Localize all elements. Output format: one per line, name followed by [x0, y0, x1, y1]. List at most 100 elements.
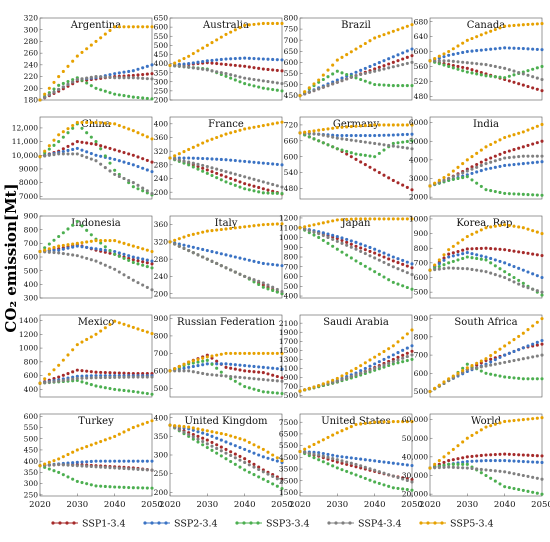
data-point [210, 173, 214, 178]
data-point [373, 247, 377, 251]
data-point [340, 241, 344, 245]
data-point [401, 123, 405, 127]
data-point [127, 389, 131, 393]
data-point [475, 366, 479, 370]
data-point [298, 131, 302, 135]
data-point [475, 62, 479, 66]
data-point [396, 141, 400, 145]
data-point [498, 361, 502, 365]
data-point [335, 460, 339, 464]
data-point [145, 25, 149, 29]
y-tick-label: 50,000 [402, 434, 428, 443]
data-point [437, 383, 441, 387]
data-point [191, 161, 195, 165]
data-point [196, 253, 200, 257]
data-point [61, 243, 65, 247]
data-point [113, 249, 117, 254]
data-point [512, 155, 516, 159]
data-point [507, 192, 511, 196]
data-point [122, 70, 126, 74]
data-point [391, 133, 395, 137]
data-point [475, 230, 479, 234]
data-point [257, 377, 261, 381]
data-point [405, 132, 409, 136]
data-point [442, 465, 446, 469]
data-point [461, 466, 465, 470]
data-point [349, 245, 353, 249]
data-point [266, 456, 270, 460]
panel-title: Argentina [70, 20, 121, 31]
y-tick-label: 900 [24, 212, 39, 221]
data-point [252, 473, 256, 477]
data-point [219, 352, 223, 356]
y-tick-label: 550 [24, 423, 39, 432]
data-point [191, 370, 195, 374]
data-point [475, 49, 479, 53]
series-ssp2-3-4 [38, 63, 154, 102]
data-point [80, 460, 84, 464]
data-point [229, 30, 233, 34]
data-point [75, 120, 79, 125]
data-point [503, 135, 507, 140]
data-point [247, 160, 251, 164]
data-point [136, 327, 140, 331]
data-point [359, 371, 363, 375]
data-point [168, 423, 172, 427]
data-point [437, 264, 441, 269]
data-point [512, 264, 516, 269]
data-point [498, 157, 502, 161]
data-point [498, 65, 502, 69]
data-point [71, 245, 75, 249]
data-point [80, 340, 84, 344]
data-point [526, 22, 530, 26]
panel-title: Italy [215, 218, 238, 229]
data-point [493, 273, 497, 277]
data-point [108, 436, 112, 440]
data-point [345, 152, 349, 156]
data-point [368, 81, 372, 85]
data-point [340, 468, 344, 472]
data-point [280, 82, 284, 86]
data-point [266, 191, 270, 195]
data-point [331, 464, 335, 468]
data-point [150, 170, 154, 174]
y-tick-label: 8000 [19, 178, 38, 187]
data-point [405, 358, 409, 363]
data-point [447, 377, 451, 381]
y-tick-label: 800 [24, 225, 39, 234]
data-point [321, 77, 325, 82]
data-point [196, 430, 200, 434]
data-point [312, 233, 316, 237]
data-point [377, 83, 381, 87]
data-point [517, 131, 521, 135]
data-point [224, 180, 228, 184]
data-point [261, 285, 265, 289]
y-tick-label: 2100 [279, 319, 298, 328]
data-point [141, 96, 145, 100]
data-point [196, 440, 200, 444]
data-point [349, 138, 353, 142]
data-point [66, 80, 70, 84]
data-point [405, 146, 409, 150]
data-point [493, 459, 497, 463]
data-point [526, 453, 530, 457]
data-point [373, 217, 377, 221]
data-point [257, 22, 261, 26]
data-point [359, 139, 363, 144]
data-point [196, 156, 200, 160]
data-point [122, 371, 126, 375]
data-point [401, 84, 405, 88]
data-point [349, 374, 353, 378]
y-tick-label: 720 [284, 121, 299, 130]
data-point [521, 281, 525, 285]
data-point [517, 358, 521, 362]
data-point [382, 420, 386, 424]
data-point [257, 179, 261, 183]
data-point [396, 217, 400, 221]
data-point [136, 375, 140, 379]
data-point [89, 233, 93, 237]
data-point [498, 482, 502, 486]
